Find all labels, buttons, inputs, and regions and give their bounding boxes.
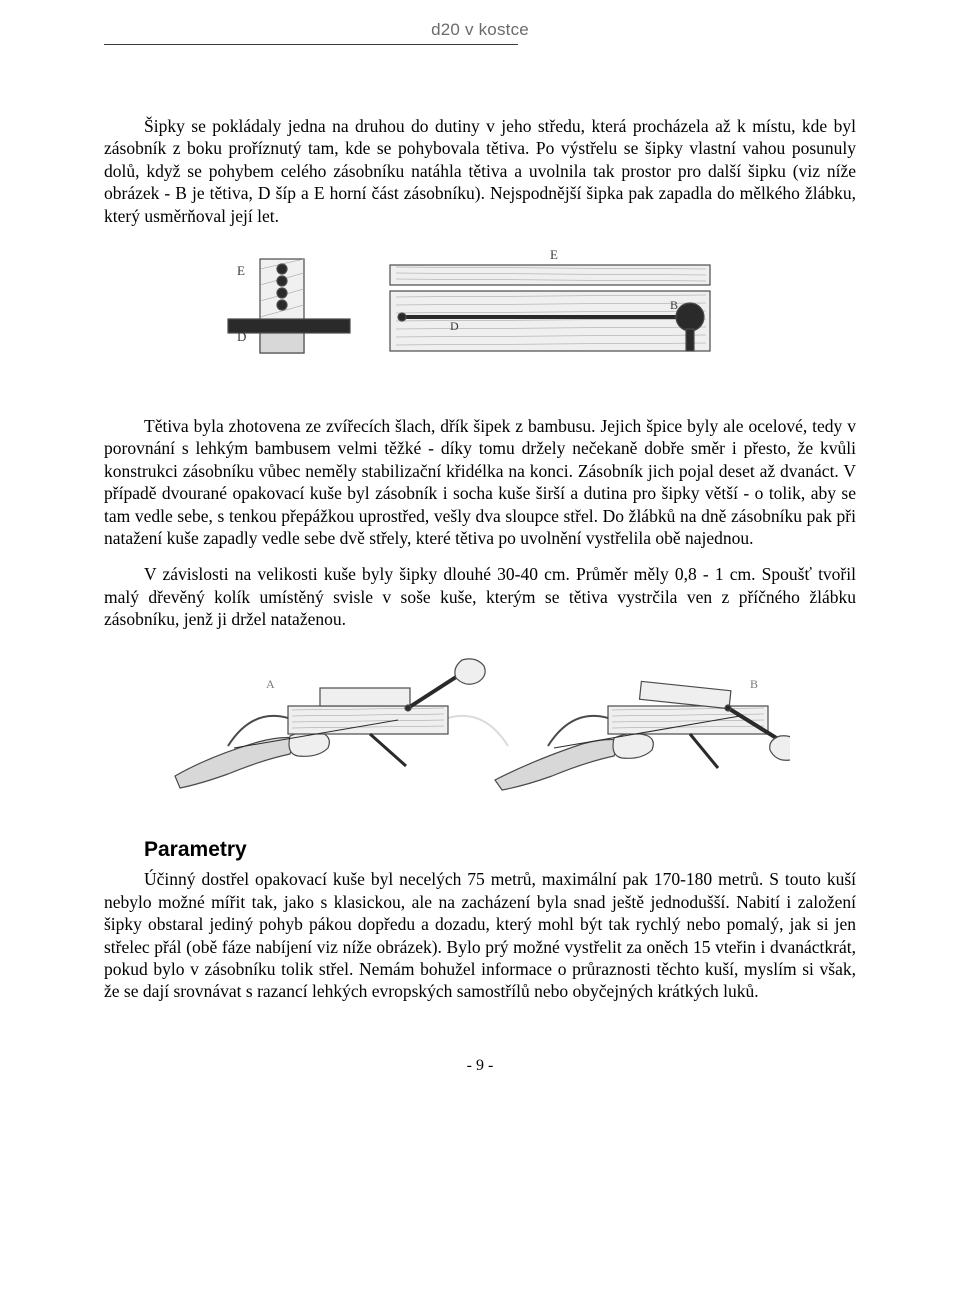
figure-magazine: E D <box>104 245 856 385</box>
fig2-label-B: B <box>750 677 758 691</box>
fig1-label-B: B <box>670 298 678 312</box>
page: d20 v kostce Šipky se pokládaly jedna na… <box>0 0 960 1295</box>
running-header: d20 v kostce <box>104 20 856 40</box>
paragraph-4: Účinný dostřel opakovací kuše byl necelý… <box>104 868 856 1002</box>
section-heading-parametry: Parametry <box>144 838 856 862</box>
fig1-label-D-left: D <box>237 329 246 344</box>
fig1-label-E-top: E <box>550 247 558 262</box>
fig1-label-D-bot: D <box>450 319 459 333</box>
paragraph-1: Šipky se pokládaly jedna na druhou do du… <box>104 115 856 227</box>
fig2-label-A: A <box>266 677 275 691</box>
paragraph-2: Tětiva byla zhotovena ze zvířecích šlach… <box>104 415 856 549</box>
paragraph-3: V závislosti na velikosti kuše byly šipk… <box>104 563 856 630</box>
header-rule <box>104 44 518 45</box>
fig1-label-E-left: E <box>237 263 245 278</box>
page-number: - 9 - <box>104 1057 856 1075</box>
figure-loading: A <box>104 648 856 808</box>
